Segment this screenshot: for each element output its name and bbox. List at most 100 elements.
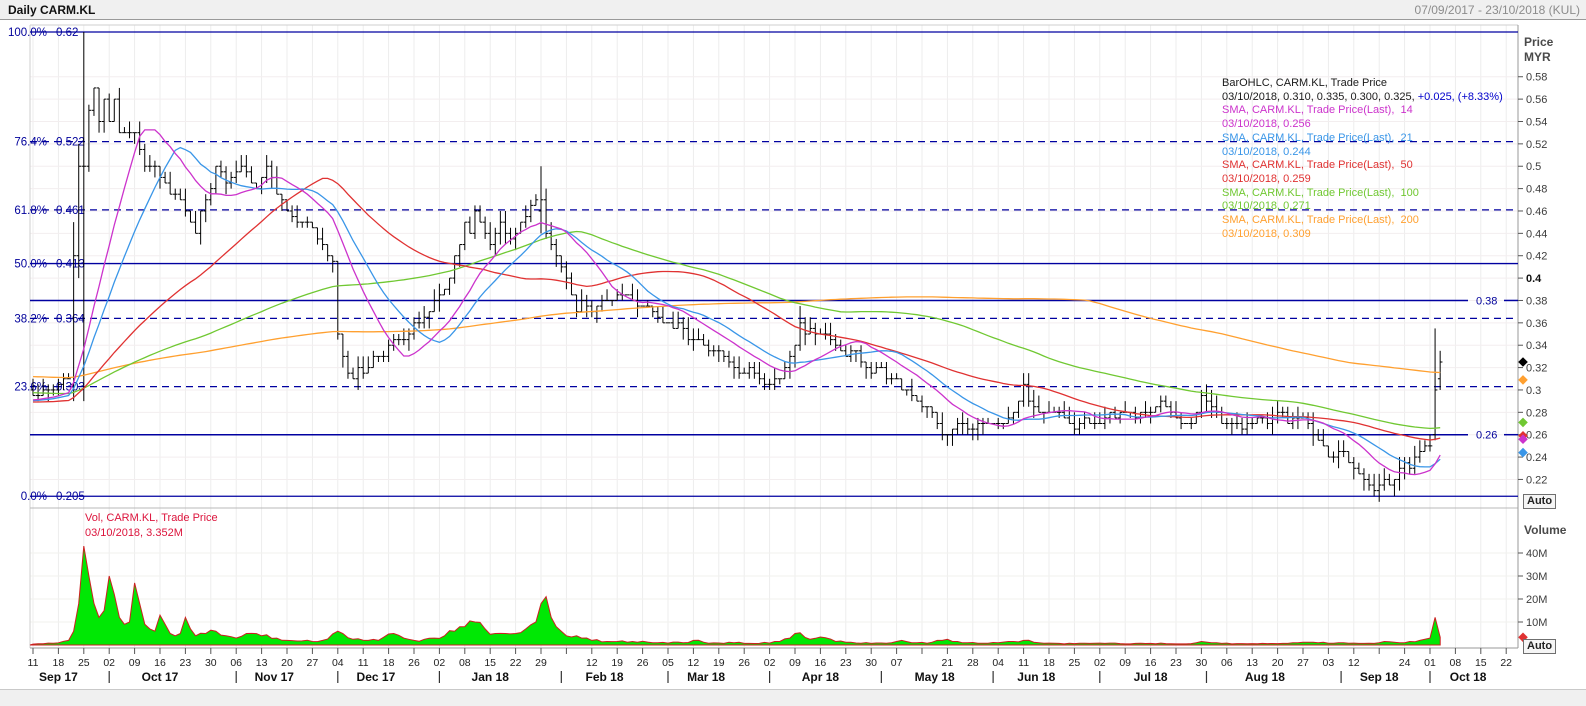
volume-axis-auto-button[interactable]: Auto <box>1523 639 1557 654</box>
svg-text:30M: 30M <box>1526 571 1547 583</box>
price-legend-segment: SMA, CARM.KL, Trade Price(Last), 200 <box>1222 214 1419 227</box>
svg-text:0.42: 0.42 <box>1526 251 1547 263</box>
panel-backgrounds <box>0 20 1586 689</box>
svg-text:10M: 10M <box>1526 617 1547 629</box>
svg-text:02: 02 <box>1094 657 1106 669</box>
svg-text:15: 15 <box>484 657 496 669</box>
svg-text:16: 16 <box>1145 657 1157 669</box>
svg-text:28: 28 <box>967 657 979 669</box>
svg-text:04: 04 <box>992 657 1004 669</box>
svg-text:0.56: 0.56 <box>1526 94 1547 106</box>
svg-text:Jun 18: Jun 18 <box>1017 670 1055 684</box>
price-axis-auto-button[interactable]: Auto <box>1523 494 1557 509</box>
svg-text:02: 02 <box>434 657 446 669</box>
svg-text:09: 09 <box>789 657 801 669</box>
x-axis: 11 18 25 02 09 16 23 30 06 13 20 27 04 11 18 26 02 08 15 22… <box>28 648 1512 684</box>
svg-text:Mar 18: Mar 18 <box>687 670 725 684</box>
svg-text:0.58: 0.58 <box>1526 72 1547 84</box>
svg-text:Oct 17: Oct 17 <box>142 670 179 684</box>
svg-text:76.4%: 76.4% <box>14 137 47 149</box>
price-legend-line-0: BarOHLC, CARM.KL, Trade Price <box>1222 77 1503 91</box>
price-legend-line-8: SMA, CARM.KL, Trade Price(Last), 100 <box>1222 187 1503 201</box>
price-legend-segment: 03/10/2018, 0.256 <box>1222 118 1311 131</box>
svg-text:30: 30 <box>1196 657 1208 669</box>
price-legend-line-10: SMA, CARM.KL, Trade Price(Last), 200 <box>1222 214 1503 228</box>
svg-text:0.4: 0.4 <box>1526 273 1542 285</box>
svg-text:21: 21 <box>942 657 954 669</box>
svg-text:11: 11 <box>358 657 369 669</box>
price-legend-segment: 03/10/2018, 0.310, 0.335, 0.300, 0.325, <box>1222 90 1418 103</box>
svg-text:0.205: 0.205 <box>56 491 85 503</box>
date-range: 07/09/2017 - 23/10/2018 (KUL) <box>1414 3 1580 17</box>
svg-text:08: 08 <box>1450 657 1462 669</box>
chart-area[interactable]: 100.0% 0.62 76.4% 0.522 61.8% 0.461 50.0% 0.413… <box>0 20 1586 689</box>
svg-text:Feb 18: Feb 18 <box>585 670 623 684</box>
svg-text:0.46: 0.46 <box>1526 206 1547 218</box>
svg-text:Aug 18: Aug 18 <box>1245 670 1285 684</box>
svg-text:23: 23 <box>180 657 192 669</box>
volume-axis-header: Volume <box>1524 523 1566 538</box>
svg-text:0.24: 0.24 <box>1526 452 1547 464</box>
svg-text:04: 04 <box>332 657 344 669</box>
price-legend-segment: SMA, CARM.KL, Trade Price(Last), 50 <box>1222 159 1413 172</box>
svg-text:Oct 18: Oct 18 <box>1450 670 1487 684</box>
svg-text:20M: 20M <box>1526 594 1547 606</box>
title-bar: Daily CARM.KL 07/09/2017 - 23/10/2018 (K… <box>0 0 1586 20</box>
svg-text:25: 25 <box>78 657 90 669</box>
sma-lines <box>32 129 1441 476</box>
svg-text:06: 06 <box>230 657 242 669</box>
price-legend-line-7: 03/10/2018, 0.259 <box>1222 173 1503 187</box>
sma-21-line <box>32 146 1441 468</box>
svg-text:24: 24 <box>1399 657 1411 669</box>
volume-axis: 40M 30M 20M 10M <box>1518 548 1547 629</box>
sma-14-line <box>32 129 1441 476</box>
price-legend-line-11: 03/10/2018, 0.309 <box>1222 228 1503 242</box>
svg-text:26: 26 <box>408 657 420 669</box>
svg-text:0.522: 0.522 <box>56 137 85 149</box>
svg-text:26: 26 <box>738 657 750 669</box>
price-legend-line-4: SMA, CARM.KL, Trade Price(Last), 21 <box>1222 132 1503 146</box>
price-legend: BarOHLC, CARM.KL, Trade Price 03/10/2018,… <box>1222 77 1503 241</box>
svg-text:19: 19 <box>713 657 725 669</box>
svg-text:50.0%: 50.0% <box>14 259 47 271</box>
svg-text:09: 09 <box>1119 657 1131 669</box>
svg-text:18: 18 <box>53 657 65 669</box>
svg-text:07: 07 <box>891 657 903 669</box>
price-legend-line-1: 03/10/2018, 0.310, 0.335, 0.300, 0.325, … <box>1222 91 1503 105</box>
bottom-margin <box>0 689 1586 706</box>
svg-text:18: 18 <box>383 657 395 669</box>
svg-text:22: 22 <box>1500 657 1512 669</box>
price-legend-segment: 03/10/2018, 0.259 <box>1222 172 1311 185</box>
svg-text:Apr 18: Apr 18 <box>802 670 840 684</box>
svg-text:06: 06 <box>1221 657 1233 669</box>
price-legend-line-6: SMA, CARM.KL, Trade Price(Last), 50 <box>1222 159 1503 173</box>
svg-text:29: 29 <box>535 657 547 669</box>
svg-text:30: 30 <box>865 657 877 669</box>
svg-text:16: 16 <box>815 657 827 669</box>
svg-text:18: 18 <box>1043 657 1055 669</box>
svg-text:13: 13 <box>256 657 268 669</box>
svg-text:Jan 18: Jan 18 <box>472 670 510 684</box>
svg-text:09: 09 <box>129 657 141 669</box>
svg-text:0.38: 0.38 <box>1476 295 1497 307</box>
svg-text:0.36: 0.36 <box>1526 318 1547 330</box>
svg-text:12: 12 <box>688 657 700 669</box>
svg-text:02: 02 <box>103 657 115 669</box>
svg-text:27: 27 <box>1297 657 1309 669</box>
support-lines: 0.38 0.26 <box>30 295 1518 442</box>
svg-text:0.461: 0.461 <box>56 205 85 217</box>
sma-50-line <box>33 177 1441 441</box>
svg-text:0.0%: 0.0% <box>21 491 47 503</box>
fibonacci-lines: 100.0% 0.62 76.4% 0.522 61.8% 0.461 50.0% 0.413… <box>8 27 1518 503</box>
sma-100-line <box>32 230 1441 430</box>
volume-legend-line-1: 03/10/2018, 3.352M <box>85 526 183 539</box>
svg-text:02: 02 <box>764 657 776 669</box>
svg-text:61.8%: 61.8% <box>14 205 47 217</box>
svg-text:01: 01 <box>1424 657 1436 669</box>
price-axis-title: Price <box>1524 35 1554 49</box>
svg-text:0.26: 0.26 <box>1526 430 1547 442</box>
price-legend-segment: SMA, CARM.KL, Trade Price(Last), 21 <box>1222 131 1413 144</box>
price-legend-segment: 03/10/2018, 0.309 <box>1222 227 1311 240</box>
svg-text:03: 03 <box>1323 657 1335 669</box>
